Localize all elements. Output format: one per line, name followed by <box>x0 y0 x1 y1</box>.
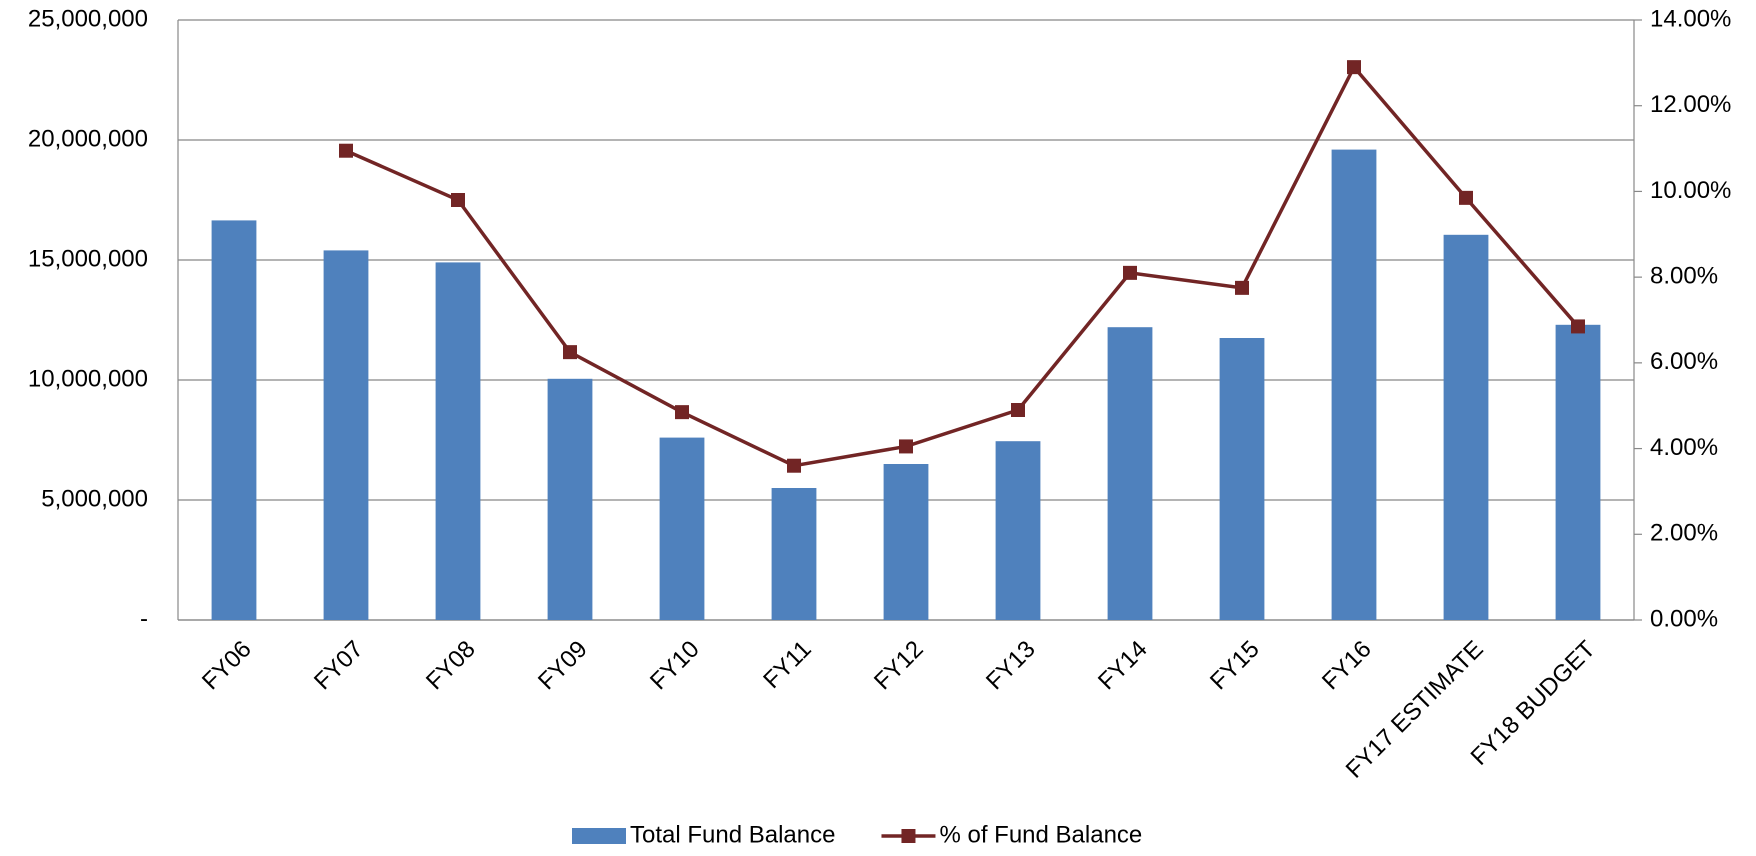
bar <box>659 437 705 620</box>
y2-tick-label: 10.00% <box>1650 177 1731 204</box>
line-marker <box>1459 190 1473 205</box>
bar <box>1555 324 1601 620</box>
bar <box>211 220 257 620</box>
y2-tick-label: 14.00% <box>1650 5 1731 32</box>
y-tick-label: 25,000,000 <box>28 5 148 32</box>
x-tick-label: FY11 <box>758 636 816 694</box>
line-marker <box>451 193 465 207</box>
line-marker <box>563 345 577 360</box>
bar <box>1443 234 1489 621</box>
y-tick-label: - <box>140 605 148 632</box>
y2-tick-label: 6.00% <box>1650 348 1718 375</box>
bar <box>1331 149 1377 620</box>
bar <box>883 464 929 620</box>
line-marker <box>1123 265 1137 280</box>
bar <box>1219 338 1265 620</box>
line <box>345 64 1580 468</box>
bar <box>1107 327 1153 620</box>
legend-label: % of Fund Balance <box>939 821 1142 848</box>
bar <box>435 262 481 620</box>
x-tick-label: FY12 <box>869 636 929 696</box>
line-marker <box>899 439 913 454</box>
x-tick-label: FY14 <box>1093 636 1153 696</box>
y-tick-label: 5,000,000 <box>41 485 148 512</box>
bar <box>995 441 1041 620</box>
y2-tick-label: 2.00% <box>1650 520 1718 547</box>
y2-tick-label: 8.00% <box>1650 262 1718 289</box>
line-marker <box>1571 319 1585 334</box>
legend-swatch <box>572 828 626 844</box>
y2-tick-label: 0.00% <box>1650 605 1718 632</box>
line-marker <box>1235 280 1249 295</box>
legend-marker <box>901 829 916 843</box>
y-tick-label: 10,000,000 <box>28 365 148 392</box>
y2-tick-label: 12.00% <box>1650 91 1731 118</box>
bar <box>323 250 369 620</box>
legend-label: Total Fund Balance <box>630 821 835 848</box>
line-marker <box>339 143 353 158</box>
line-marker <box>1347 60 1361 75</box>
line-marker <box>787 458 801 473</box>
x-tick-label: FY08 <box>421 636 481 696</box>
bar <box>547 378 593 620</box>
line-marker <box>1011 403 1025 417</box>
y-tick-label: 15,000,000 <box>28 245 148 272</box>
x-tick-label: FY09 <box>533 636 593 696</box>
line-marker <box>675 405 689 420</box>
x-tick-label: FY15 <box>1205 636 1265 696</box>
y-tick-label: 20,000,000 <box>28 125 148 152</box>
x-tick-label: FY16 <box>1317 636 1377 696</box>
x-tick-label: FY10 <box>645 636 705 696</box>
x-tick-label: FY06 <box>197 636 257 696</box>
x-tick-label: FY07 <box>309 636 369 696</box>
bar <box>771 488 817 620</box>
y2-tick-label: 4.00% <box>1650 434 1718 461</box>
x-tick-label: FY13 <box>981 636 1041 696</box>
